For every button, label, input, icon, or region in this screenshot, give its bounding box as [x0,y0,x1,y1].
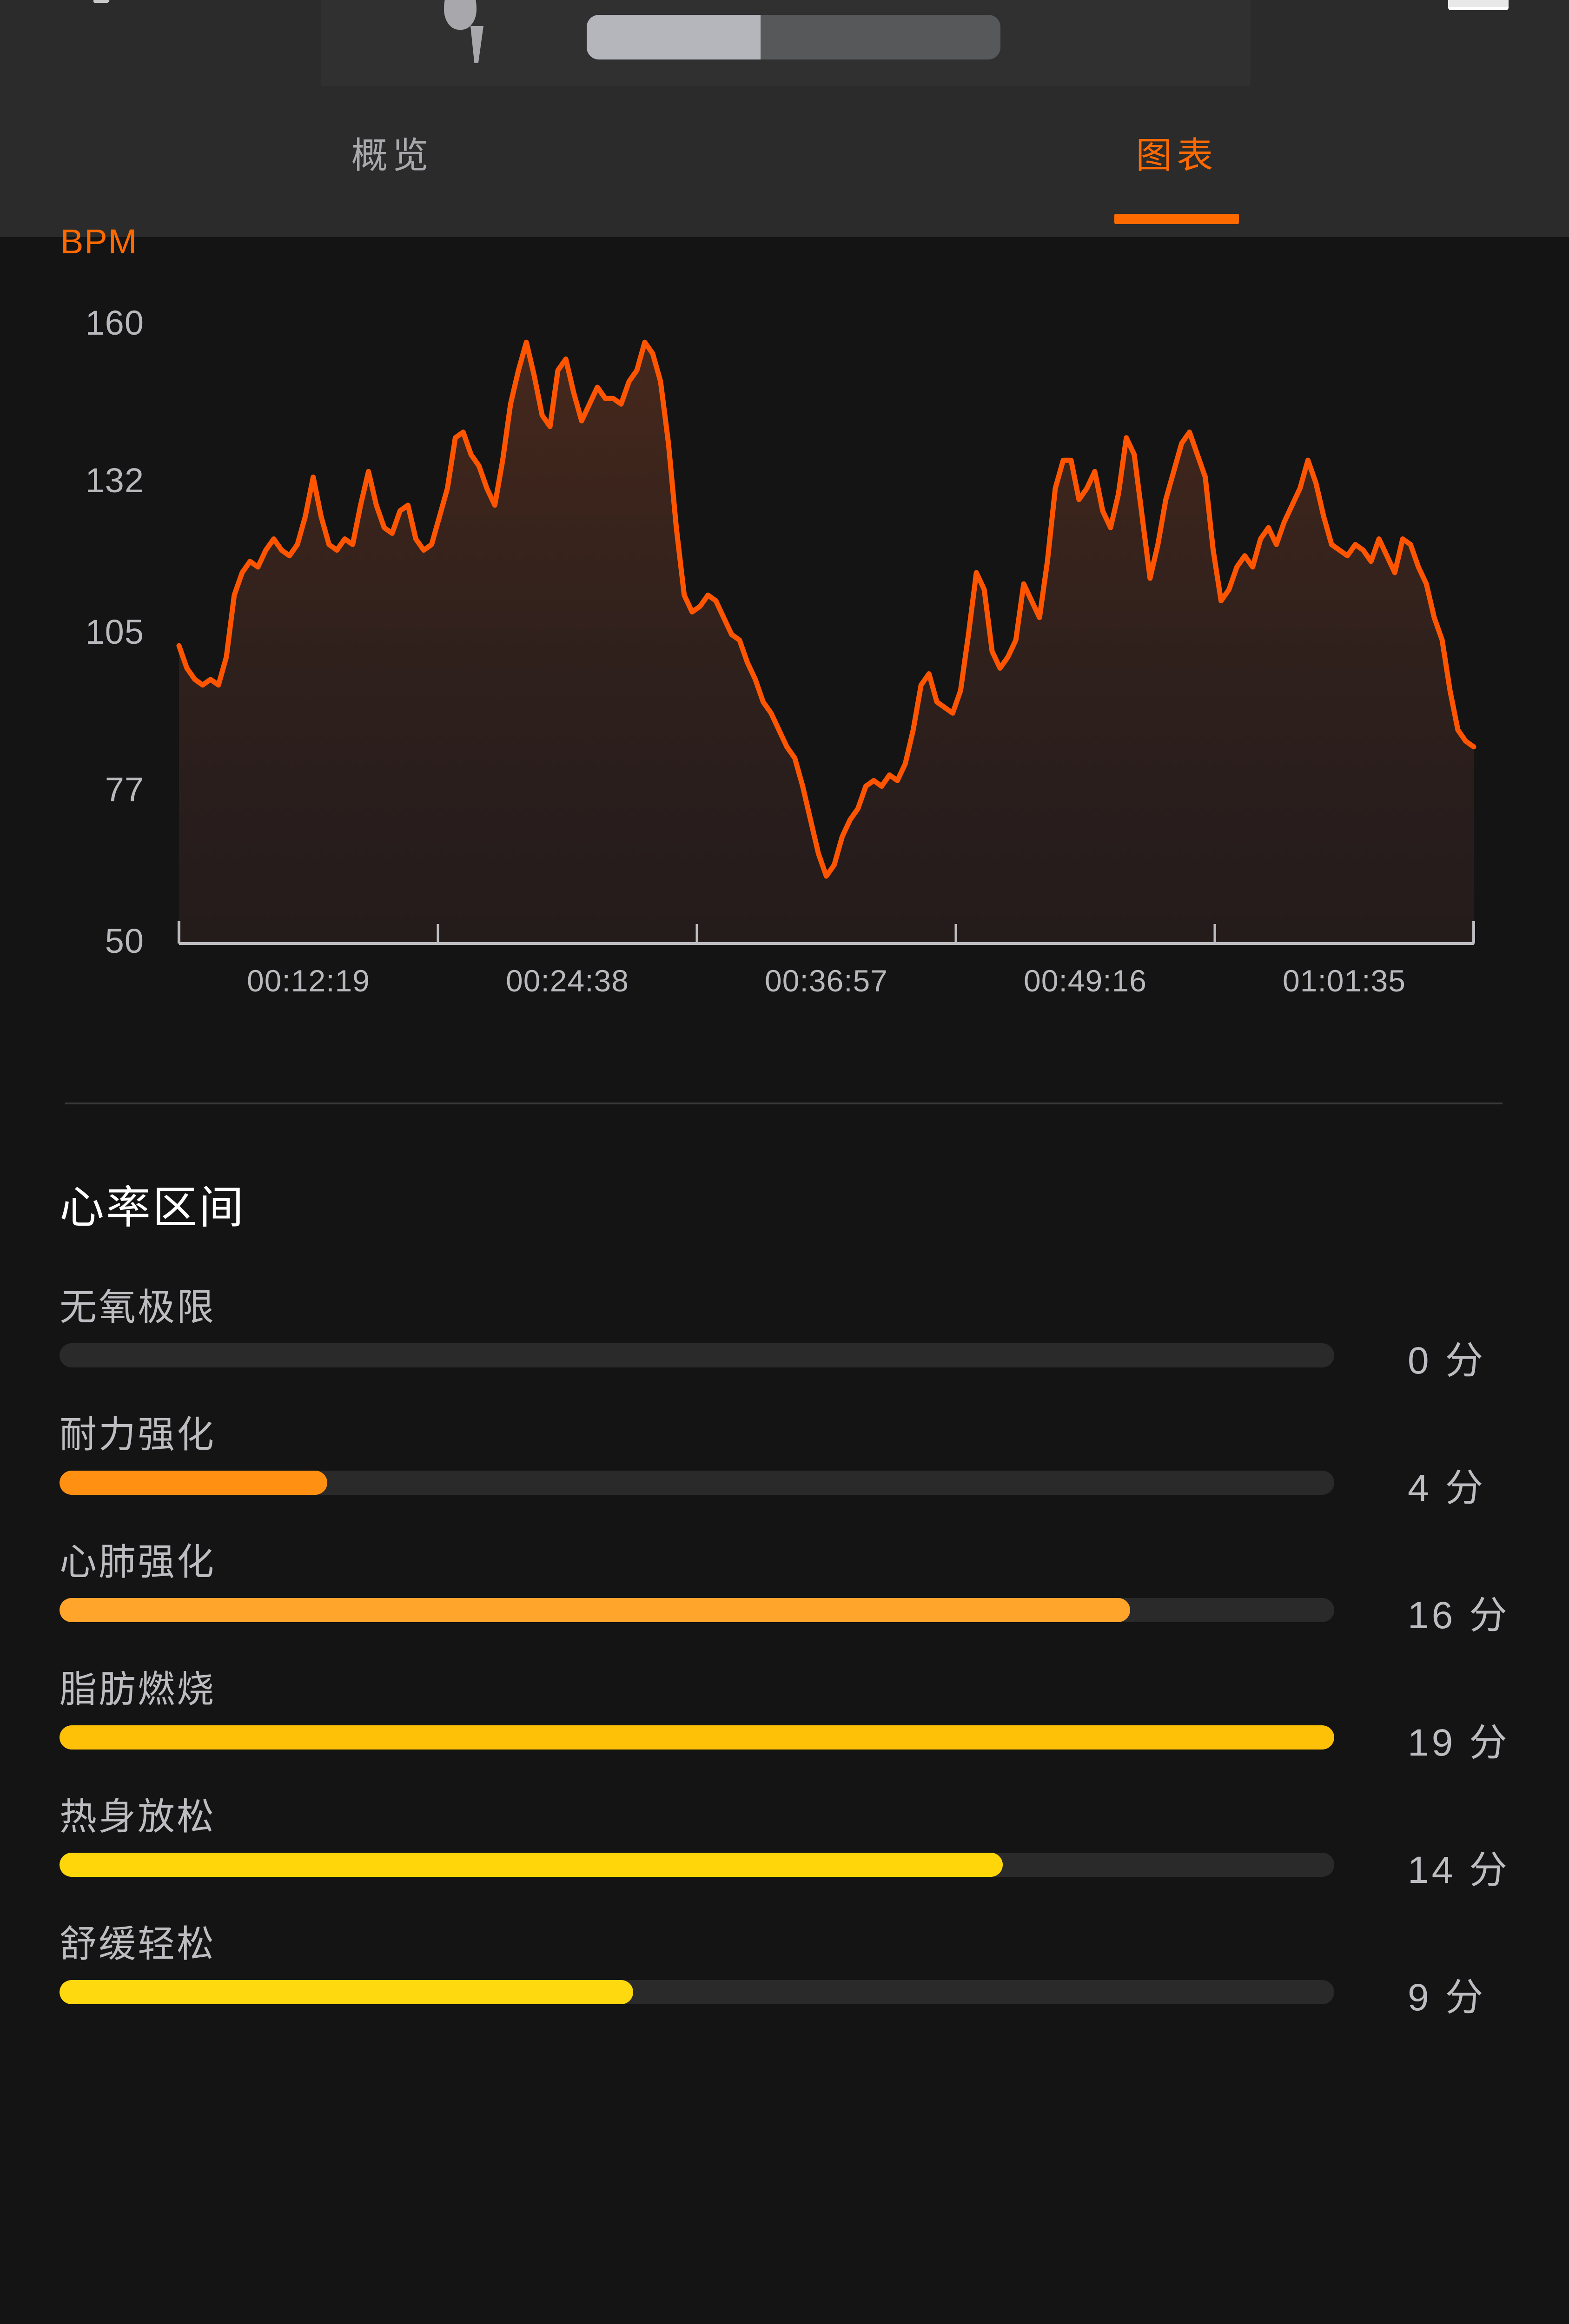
chart-y-axis-unit-label: BPM [60,222,138,261]
zone-progress-track [60,1471,1334,1495]
zone-row[interactable]: 心肺强化 16 分 [0,1532,1569,1667]
zone-row[interactable]: 热身放松 14 分 [0,1787,1569,1921]
zone-progress-track [60,1725,1334,1750]
zone-row[interactable]: 耐力强化 4 分 [0,1405,1569,1539]
scroll-content: BPM 160 132 105 77 50 00:12:19 00:24:38 00:36:… [0,222,1569,2324]
zone-value-label: 16 分 [1408,1594,1510,1637]
zone-value-label: 4 分 [1408,1467,1486,1509]
zone-label: 脂肪燃烧 [60,1669,216,1710]
tab-chart-label: 图表 [1136,134,1218,176]
zone-progress-track [60,1853,1334,1877]
zone-progress-fill [60,1853,1003,1877]
zones-section-title: 心率区间 [60,1183,245,1233]
zone-progress-track [60,1980,1334,2004]
zone-progress-fill [60,1471,327,1495]
chart-y-tick-label: 132 [85,461,144,500]
app-header-strip [0,0,1569,86]
zone-progress-track [60,1343,1334,1367]
chart-y-tick-label: 77 [105,770,144,809]
zone-row[interactable]: 舒缓轻松 9 分 [0,1914,1569,2049]
header-progress-track[interactable] [587,15,1000,59]
zone-progress-fill [60,1598,1131,1622]
tab-overview-label: 概览 [351,134,433,176]
heart-rate-chart[interactable]: BPM 160 132 105 77 50 00:12:19 00:24:38 00:36:… [0,222,1569,1074]
zone-value-label: 0 分 [1408,1340,1486,1382]
chart-y-tick-label: 160 [85,304,144,342]
zone-progress-fill [60,1980,633,2004]
tab-bar: 概览 图表 [0,86,1569,237]
tab-chart[interactable]: 图表 [785,86,1569,237]
zone-row[interactable]: 脂肪燃烧 19 分 [0,1659,1569,1794]
zone-value-label: 19 分 [1408,1722,1510,1764]
chart-y-tick-label: 50 [105,922,144,960]
chart-y-tick-label: 105 [85,613,144,651]
header-progress-fill [587,15,761,59]
header-left-glyph-icon [93,0,113,3]
tab-active-underline [1114,214,1239,224]
chart-x-tick-label: 00:36:57 [765,964,888,998]
zone-label: 心肺强化 [60,1541,216,1583]
zone-label: 舒缓轻松 [60,1923,216,1965]
chart-x-tick-label: 00:12:19 [247,964,370,998]
zone-value-label: 9 分 [1408,1976,1486,2019]
zone-value-label: 14 分 [1408,1849,1510,1891]
section-divider [65,1103,1503,1104]
zone-progress-fill [60,1725,1334,1750]
header-right-box-icon[interactable] [1448,0,1509,10]
zone-label: 热身放松 [60,1796,216,1837]
chart-plot-svg [176,339,1476,945]
chart-x-tick-label: 00:24:38 [506,964,629,998]
location-pin-icon [444,0,477,30]
chart-x-tick-label: 00:49:16 [1024,964,1147,998]
zone-row[interactable]: 无氧极限 0 分 [0,1277,1569,1412]
zone-label: 无氧极限 [60,1287,216,1328]
tab-overview[interactable]: 概览 [0,86,785,237]
chart-x-tick-label: 01:01:35 [1283,964,1406,998]
zone-label: 耐力强化 [60,1414,216,1455]
chart-y-axis-ticks: 160 132 105 77 50 [28,237,144,1074]
zone-progress-track [60,1598,1334,1622]
